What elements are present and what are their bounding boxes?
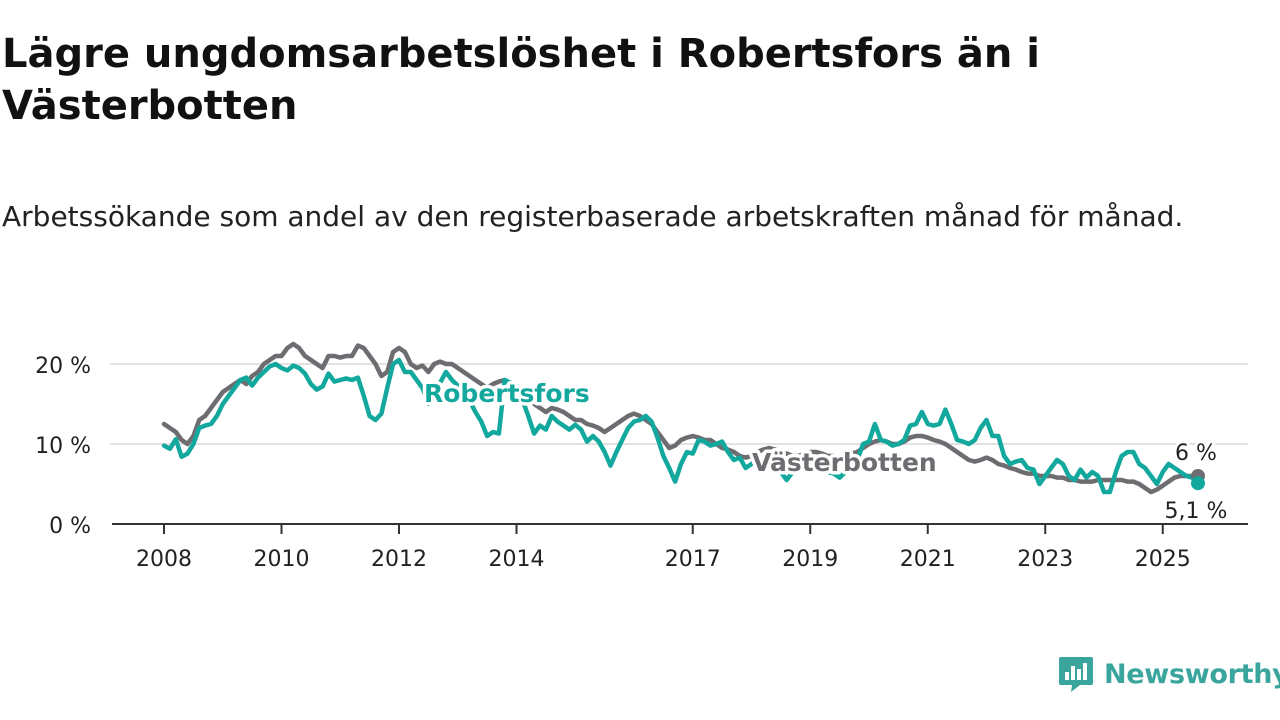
x-tick-label: 2021 <box>900 547 956 572</box>
x-tick-label: 2023 <box>1017 547 1073 572</box>
end-value-vasterbotten: 6 %6 % <box>1172 438 1220 469</box>
svg-text:Robertsfors: Robertsfors <box>424 379 590 408</box>
series-line-robertsfors <box>161 357 1201 495</box>
series-line-vasterbotten <box>161 341 1201 495</box>
x-tick-label: 2017 <box>665 547 721 572</box>
svg-text:6 %: 6 % <box>1175 441 1217 466</box>
x-tick-label: 2008 <box>136 547 192 572</box>
svg-text:6 %: 6 % <box>1175 441 1217 466</box>
x-axis: 2008 2010 2012 2014 2017 2019 2021 2023 2025 <box>112 523 1248 572</box>
end-point-robertsfors <box>1191 476 1205 491</box>
svg-text:5,1 %: 5,1 % <box>1165 499 1228 524</box>
x-tick-label: 2014 <box>489 547 545 572</box>
x-tick-label: 2012 <box>371 547 427 572</box>
newsworthy-logo-icon <box>1059 657 1093 692</box>
y-tick-label: 20 % <box>35 354 91 379</box>
brand-name: Newsworthy <box>1104 658 1280 690</box>
y-tick-label: 0 % <box>49 514 91 539</box>
end-value-robertsfors: 5,1 %5,1 % <box>1162 496 1231 527</box>
y-tick-label: 10 % <box>35 434 91 459</box>
brand-logo: Newsworthy <box>1058 654 1280 694</box>
x-tick-label: 2025 <box>1135 547 1191 572</box>
chart-subtitle: Arbetssökande som andel av den registerb… <box>2 200 1184 233</box>
gridlines <box>110 363 1248 445</box>
svg-text:5,1 %: 5,1 % <box>1165 499 1228 524</box>
svg-text:Västerbotten: Västerbotten <box>752 448 937 477</box>
x-tick-label: 2019 <box>782 547 838 572</box>
svg-text:Västerbotten: Västerbotten <box>752 448 937 477</box>
series-lines <box>161 341 1201 495</box>
chart-title: Lägre ungdomsarbetslöshet i Robertsfors … <box>2 31 1040 129</box>
y-axis-tick-labels: 0 % 10 % 20 % <box>35 354 91 539</box>
x-tick-label: 2010 <box>254 547 310 572</box>
svg-text:Robertsfors: Robertsfors <box>424 379 590 408</box>
